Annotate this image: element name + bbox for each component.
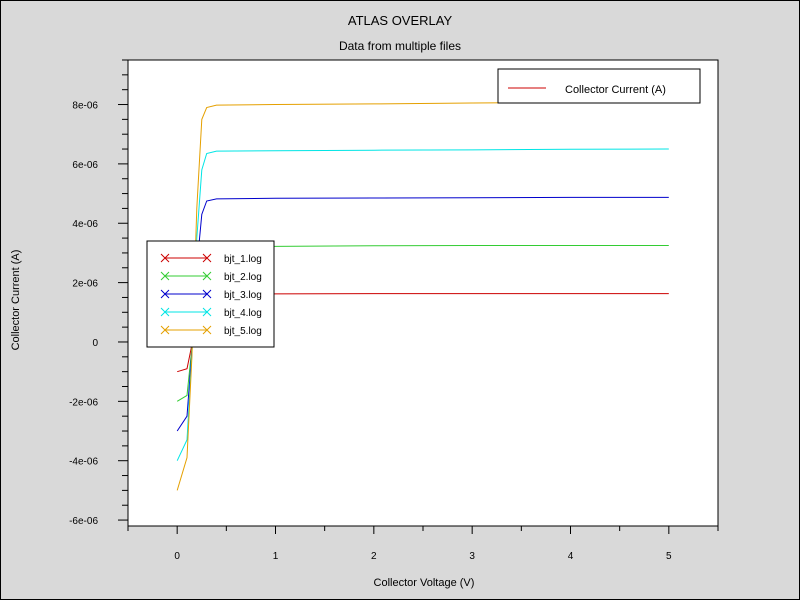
legend-marker-icon bbox=[202, 325, 212, 335]
y-tick-label: 2e-06 bbox=[72, 279, 98, 290]
legend-marker-icon bbox=[202, 253, 212, 263]
legend-marker-icon bbox=[160, 307, 170, 317]
legend-marker-icon bbox=[160, 271, 170, 281]
y-tick-label: 6e-06 bbox=[72, 160, 98, 171]
legend-label-bjt-3-log: bjt_3.log bbox=[224, 290, 262, 301]
y-tick-label: 4e-06 bbox=[72, 219, 98, 230]
y-tick-label: -6e-06 bbox=[69, 516, 98, 527]
legend-label-bjt-4-log: bjt_4.log bbox=[224, 308, 262, 319]
legend-marker-icon bbox=[202, 271, 212, 281]
x-tick-label: 4 bbox=[568, 551, 574, 562]
legend-marker-icon bbox=[202, 307, 212, 317]
legend-marker-icon bbox=[160, 289, 170, 299]
axes-layer: 0 1 2 3 4 5 -6e-06 -4e-06 -2e-06 0 2e-06 4e-06 6e-06… bbox=[69, 59, 719, 562]
legend-label-bjt-1-log: bjt_1.log bbox=[224, 254, 262, 265]
chart-title: ATLAS OVERLAY bbox=[347, 13, 453, 28]
x-axis-label: Collector Voltage (V) bbox=[373, 577, 475, 589]
x-tick-label: 3 bbox=[469, 551, 475, 562]
chart-subtitle: Data from multiple files bbox=[338, 39, 462, 53]
x-tick-label: 1 bbox=[273, 551, 279, 562]
y-tick-label: -4e-06 bbox=[69, 457, 98, 468]
top-legend-label: Collector Current (A) bbox=[565, 84, 666, 96]
series-line-bjt-5-log bbox=[176, 101, 669, 491]
top-legend-box bbox=[497, 68, 701, 104]
legend-label-bjt-5-log: bjt_5.log bbox=[224, 326, 262, 337]
x-tick-label: 5 bbox=[666, 551, 672, 562]
y-tick-label: -2e-06 bbox=[69, 397, 98, 408]
legend-marker-icon bbox=[160, 253, 170, 263]
legend-label-bjt-2-log: bjt_2.log bbox=[224, 272, 262, 283]
y-tick-label: 8e-06 bbox=[72, 101, 98, 112]
y-tick-label: 0 bbox=[92, 338, 98, 349]
series-legend: bjt_1.log bjt_2.log bjt_3.log bjt_4.log bjt_… bbox=[146, 240, 275, 348]
x-tick-label: 0 bbox=[174, 551, 180, 562]
x-tick-label: 2 bbox=[371, 551, 377, 562]
legend-marker-icon bbox=[202, 289, 212, 299]
legend-marker-icon bbox=[160, 325, 170, 335]
top-legend: Collector Current (A) bbox=[497, 68, 701, 104]
